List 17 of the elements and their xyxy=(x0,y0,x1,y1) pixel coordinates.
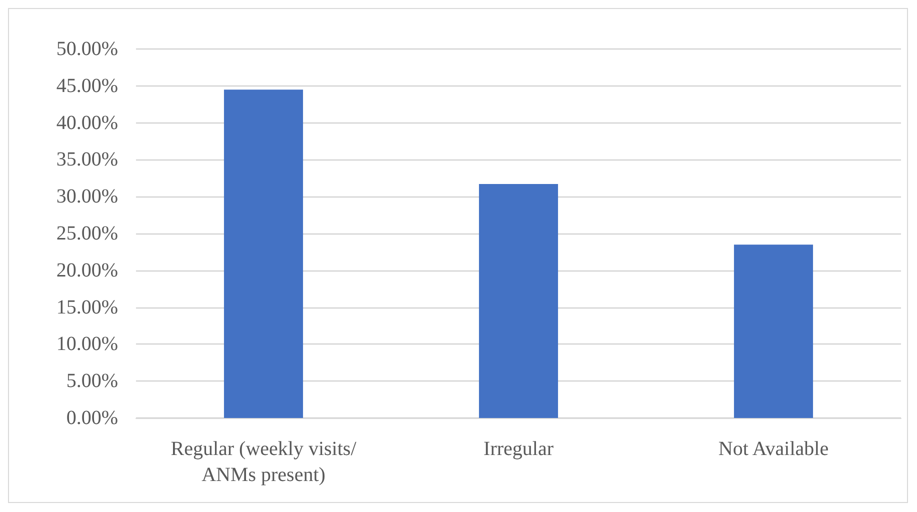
bar xyxy=(734,244,814,418)
bar xyxy=(478,184,558,418)
y-tick-label: 5.00% xyxy=(66,370,118,392)
y-tick-label: 0.00% xyxy=(66,407,118,429)
x-tick-label: Not Available xyxy=(718,438,829,460)
bar xyxy=(224,90,304,418)
y-tick-label: 50.00% xyxy=(56,38,118,60)
y-tick-label: 30.00% xyxy=(56,186,118,208)
x-tick-label: Irregular xyxy=(484,438,554,460)
y-tick-label: 15.00% xyxy=(56,296,118,318)
x-tick-label: Regular (weekly visits/ANMs present) xyxy=(170,438,357,486)
y-tick-label: 20.00% xyxy=(56,259,118,282)
y-tick-label: 10.00% xyxy=(56,333,118,356)
y-tick-label: 35.00% xyxy=(56,148,118,171)
y-tick-label: 45.00% xyxy=(56,74,118,97)
y-tick-label: 40.00% xyxy=(56,112,118,134)
y-tick-label: 25.00% xyxy=(56,222,118,244)
